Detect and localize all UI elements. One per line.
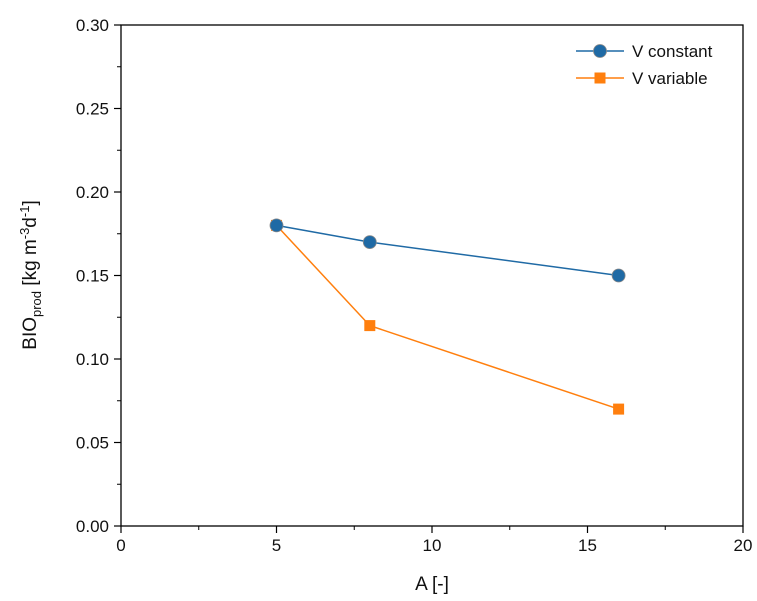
data-point-v-constant <box>611 268 626 283</box>
x-tick-label: 15 <box>578 536 597 555</box>
axes: 0 5 10 15 20 0.00 0.05 0.10 0.15 0.20 0.25 0.30 <box>76 16 753 555</box>
y-tick-label: 0.05 <box>76 434 109 453</box>
y-tick-label: 0.20 <box>76 183 109 202</box>
legend-marker-v-variable <box>594 72 606 84</box>
legend-label-v-variable: V variable <box>632 69 708 88</box>
y-axis-label: BIOprod [kg m-3d-1] <box>17 200 44 349</box>
data-point-v-variable <box>613 403 625 415</box>
plot-frame <box>120 24 744 527</box>
legend: V constant V variable <box>576 42 713 88</box>
y-tick-label: 0.15 <box>76 267 109 286</box>
series-line-v-constant <box>276 224 619 277</box>
legend-marker-v-constant <box>593 44 607 58</box>
y-tick-label: 0.30 <box>76 16 109 35</box>
y-tick-label: 0.00 <box>76 517 109 536</box>
legend-label-v-constant: V constant <box>632 42 713 61</box>
data-point-v-constant <box>362 235 377 250</box>
y-tick-label: 0.25 <box>76 100 109 119</box>
y-tick-label: 0.10 <box>76 350 109 369</box>
x-tick-label: 10 <box>423 536 442 555</box>
x-tick-label: 20 <box>734 536 753 555</box>
data-point-v-constant <box>269 218 284 233</box>
x-tick-label: 0 <box>116 536 125 555</box>
series-layer <box>269 218 626 415</box>
x-tick-label: 5 <box>272 536 281 555</box>
x-axis-label: A [-] <box>415 574 449 595</box>
data-point-v-variable <box>364 320 376 332</box>
